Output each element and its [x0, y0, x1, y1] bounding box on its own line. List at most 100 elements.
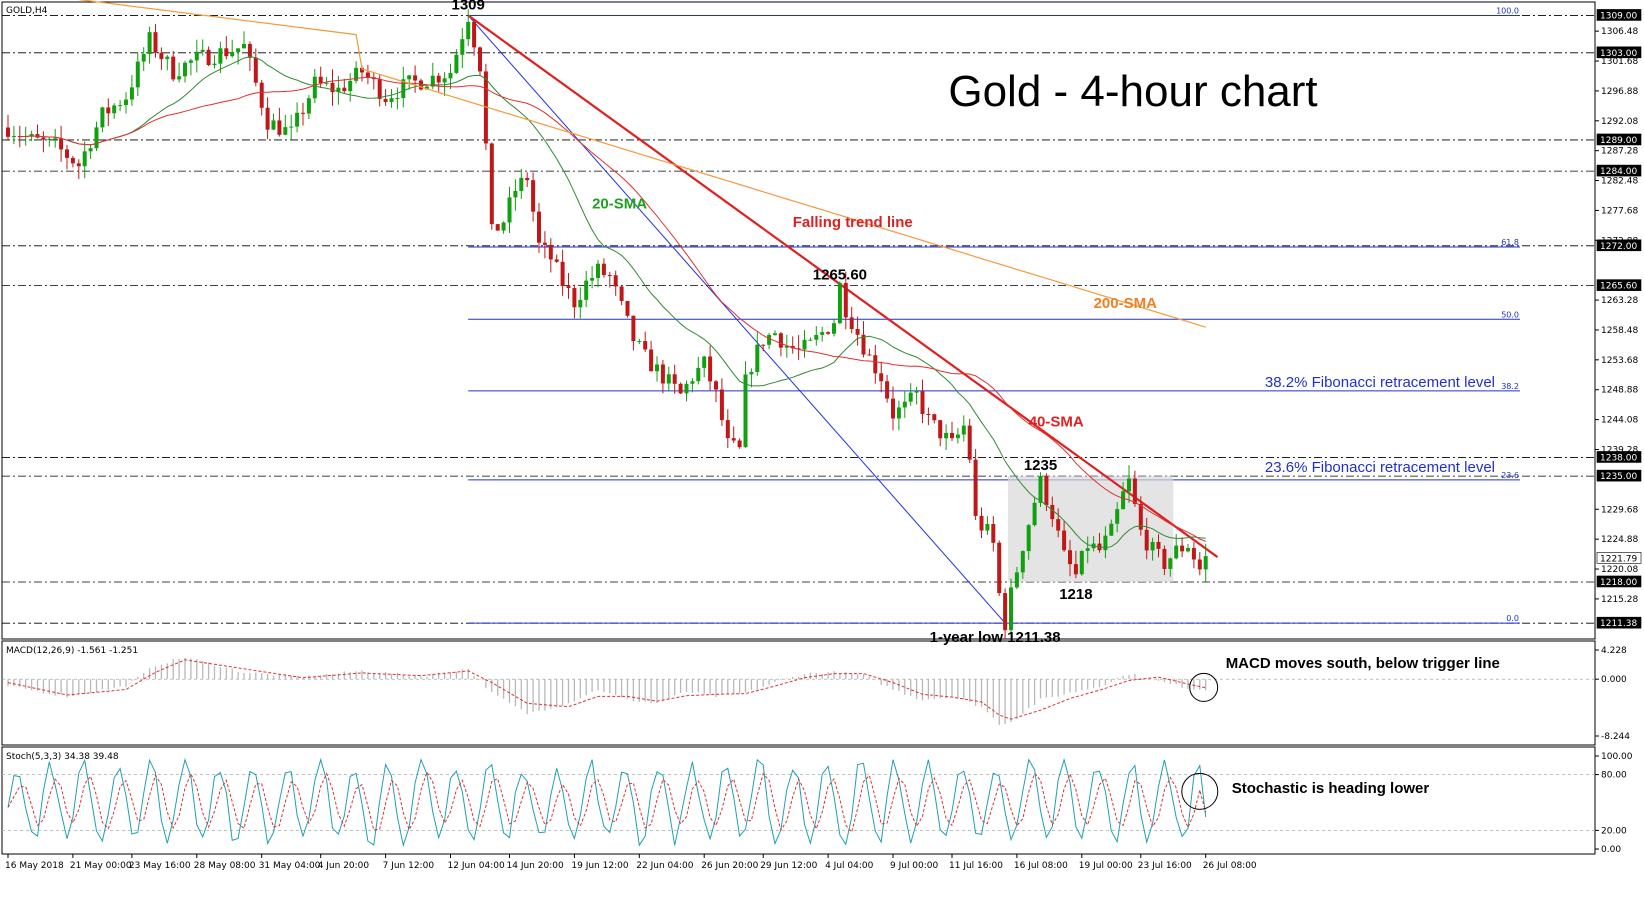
symbol-label: GOLD,H4 [6, 6, 48, 16]
series-annotation: Falling trend line [793, 214, 913, 231]
price-tag-label: 1272.00 [1600, 242, 1637, 252]
candle-body [200, 49, 205, 52]
candle-body [124, 99, 128, 106]
candle-body [513, 190, 518, 198]
candle-body [271, 120, 276, 130]
y-tick-label: 1215.28 [1601, 595, 1638, 605]
candle-body [778, 333, 783, 348]
macd-note: MACD moves south, below trigger line [1226, 655, 1500, 672]
candle-body [1156, 541, 1161, 549]
candle-body [826, 332, 831, 334]
price-tag-label: 1221.79 [1600, 554, 1637, 564]
candle-body [1085, 548, 1090, 551]
candle-body [478, 47, 482, 72]
candle-body [743, 374, 748, 448]
candle-body [1062, 530, 1067, 551]
candle-body [619, 286, 624, 302]
candle-body [997, 542, 1002, 594]
candle-body [383, 99, 388, 102]
y-tick-label: 1287.28 [1601, 147, 1638, 157]
candle-body [413, 75, 418, 81]
candle-body [649, 349, 654, 372]
price-tag-box [1596, 46, 1642, 59]
x-tick-label: 4 Jul 04:00 [825, 861, 874, 871]
candle-body [1203, 556, 1208, 570]
candle-body [926, 413, 931, 415]
fib382-annotation: 38.2% Fibonacci retracement level [1265, 374, 1495, 391]
stoch-note: Stochastic is heading lower [1232, 780, 1430, 797]
chart-title: Gold - 4-hour chart [948, 67, 1317, 116]
series-annotation: 200-SMA [1094, 295, 1158, 312]
candle-body [224, 48, 229, 57]
sma200-line [77, 0, 1206, 328]
candle-body [1162, 548, 1167, 569]
candle-body [106, 107, 111, 114]
candle-body [94, 127, 99, 149]
y-tick-label: 1220.08 [1601, 565, 1638, 575]
candle-body [908, 392, 913, 402]
candle-body [1003, 593, 1008, 631]
channel-line [467, 15, 1006, 624]
candle-body [342, 87, 347, 92]
x-tick-label: 16 Jul 08:00 [1014, 861, 1068, 871]
fib-level-label: 38.2 [1501, 382, 1519, 391]
candle-body [419, 80, 423, 90]
candle-body [843, 283, 848, 318]
price-tag-box [1596, 469, 1642, 482]
x-tick-label: 11 Jul 16:00 [949, 861, 1003, 871]
key-point-label: 1265.60 [813, 267, 867, 284]
candle-body [678, 383, 683, 394]
candle-body [1103, 535, 1108, 551]
candle-body [236, 48, 241, 53]
stoch-panel: 100.00 80.00 20.00 0.00 Stochastic is headin… [2, 752, 1633, 855]
stoch-y-label: 0.00 [1601, 845, 1621, 855]
candle-body [159, 52, 164, 60]
candle-body [11, 136, 16, 138]
candle-body [1144, 529, 1149, 551]
price-tag-label: 1218.00 [1600, 578, 1637, 588]
y-tick-label: 1292.08 [1601, 117, 1638, 127]
candle-body [885, 381, 890, 399]
price-tag-box [1596, 451, 1642, 463]
candle-body [277, 120, 282, 135]
y-tick-label: 1296.88 [1601, 87, 1638, 97]
candle-body [560, 261, 565, 287]
price-tag-box [1596, 133, 1642, 146]
candle-body [424, 86, 429, 90]
candle-body [330, 82, 335, 93]
candle-body [719, 389, 724, 421]
price-tag-label: 1289.00 [1600, 136, 1637, 146]
candle-body [318, 76, 323, 84]
candle-body [967, 425, 972, 460]
candle-body [466, 21, 471, 40]
x-tick-label: 23 Jul 16:00 [1138, 861, 1192, 871]
consolidation-range-box [1008, 476, 1174, 582]
key-point-label: 1-year low 1211.38 [930, 629, 1061, 646]
candle-body [773, 333, 777, 335]
candle-body [873, 355, 878, 374]
macd-panel: 4.228 0.000 -8.244 MACD moves south, below … [2, 646, 1630, 742]
candle-body [1115, 509, 1120, 524]
candle-body [625, 301, 630, 316]
candle-body [867, 354, 872, 356]
candle-body [643, 341, 648, 350]
x-tick-label: 21 May 00:00 [70, 861, 132, 871]
stoch-d-line [7, 770, 1207, 834]
stoch-y-label: 100.00 [1601, 752, 1633, 762]
candle-body [790, 346, 795, 349]
x-tick-label: 29 Jun 12:00 [760, 861, 817, 871]
price-tag-box [1596, 575, 1642, 588]
candle-body [861, 334, 866, 355]
candle-body [448, 72, 453, 79]
candle-body [991, 523, 996, 543]
stoch-highlight-circle [1181, 772, 1219, 810]
candle-body [666, 374, 671, 384]
candle-body [230, 52, 235, 57]
macd-signal-line [7, 659, 1206, 720]
candle-body [832, 323, 836, 334]
candle-body [631, 315, 636, 342]
candle-body [253, 57, 258, 83]
candle-body [401, 79, 406, 99]
candle-body [336, 87, 341, 93]
sma40-line [19, 76, 1206, 542]
